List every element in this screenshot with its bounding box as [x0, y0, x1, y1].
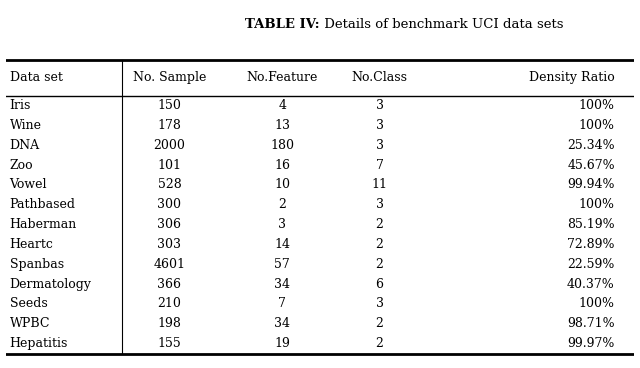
Text: No.Feature: No.Feature: [246, 71, 318, 84]
Text: 13: 13: [275, 119, 291, 132]
Text: 3: 3: [376, 297, 383, 311]
Text: 40.37%: 40.37%: [567, 277, 615, 291]
Text: 150: 150: [157, 99, 181, 112]
Text: 528: 528: [157, 178, 181, 191]
Text: 303: 303: [157, 238, 182, 251]
Text: 100%: 100%: [579, 297, 615, 311]
Text: 3: 3: [376, 119, 383, 132]
Text: DNA: DNA: [10, 139, 40, 152]
Text: 3: 3: [376, 198, 383, 211]
Text: 2: 2: [376, 258, 383, 271]
Text: 11: 11: [372, 178, 388, 191]
Text: 10: 10: [275, 178, 291, 191]
Text: 2: 2: [376, 218, 383, 231]
Text: 100%: 100%: [579, 99, 615, 112]
Text: 4601: 4601: [154, 258, 186, 271]
Text: 99.94%: 99.94%: [567, 178, 615, 191]
Text: No. Sample: No. Sample: [132, 71, 206, 84]
Text: 34: 34: [275, 277, 291, 291]
Text: 178: 178: [157, 119, 181, 132]
Text: 306: 306: [157, 218, 182, 231]
Text: 3: 3: [376, 139, 383, 152]
Text: Hepatitis: Hepatitis: [10, 337, 68, 350]
Text: WPBC: WPBC: [10, 317, 50, 330]
Text: 14: 14: [275, 238, 291, 251]
Text: 7: 7: [278, 297, 286, 311]
Text: 100%: 100%: [579, 119, 615, 132]
Text: 2: 2: [376, 337, 383, 350]
Text: Iris: Iris: [10, 99, 31, 112]
Text: Vowel: Vowel: [10, 178, 47, 191]
Text: 3: 3: [376, 99, 383, 112]
Text: 2000: 2000: [154, 139, 186, 152]
Text: 6: 6: [376, 277, 383, 291]
Text: 155: 155: [157, 337, 181, 350]
Text: 2: 2: [278, 198, 286, 211]
Text: Data set: Data set: [10, 71, 63, 84]
Text: 198: 198: [157, 317, 181, 330]
Text: 300: 300: [157, 198, 182, 211]
Text: 98.71%: 98.71%: [567, 317, 615, 330]
Text: Dermatology: Dermatology: [10, 277, 92, 291]
Text: 100%: 100%: [579, 198, 615, 211]
Text: 2: 2: [376, 238, 383, 251]
Text: 101: 101: [157, 159, 182, 171]
Text: No.Class: No.Class: [351, 71, 408, 84]
Text: Zoo: Zoo: [10, 159, 33, 171]
Text: 3: 3: [278, 218, 286, 231]
Text: 180: 180: [270, 139, 294, 152]
Text: TABLE IV:: TABLE IV:: [245, 18, 320, 31]
Text: 85.19%: 85.19%: [567, 218, 615, 231]
Text: 34: 34: [275, 317, 291, 330]
Text: 99.97%: 99.97%: [568, 337, 615, 350]
Text: Seeds: Seeds: [10, 297, 47, 311]
Text: 210: 210: [157, 297, 181, 311]
Text: 22.59%: 22.59%: [568, 258, 615, 271]
Text: Pathbased: Pathbased: [10, 198, 76, 211]
Text: Details of benchmark UCI data sets: Details of benchmark UCI data sets: [320, 18, 563, 31]
Text: 7: 7: [376, 159, 383, 171]
Text: 57: 57: [275, 258, 291, 271]
Text: Spanbas: Spanbas: [10, 258, 63, 271]
Text: 25.34%: 25.34%: [567, 139, 615, 152]
Text: 45.67%: 45.67%: [567, 159, 615, 171]
Text: 4: 4: [278, 99, 286, 112]
Text: 16: 16: [275, 159, 291, 171]
Text: 2: 2: [376, 317, 383, 330]
Text: Heartc: Heartc: [10, 238, 53, 251]
Text: 19: 19: [275, 337, 291, 350]
Text: Wine: Wine: [10, 119, 42, 132]
Text: 72.89%: 72.89%: [567, 238, 615, 251]
Text: 366: 366: [157, 277, 182, 291]
Text: Density Ratio: Density Ratio: [529, 71, 615, 84]
Text: Haberman: Haberman: [10, 218, 77, 231]
